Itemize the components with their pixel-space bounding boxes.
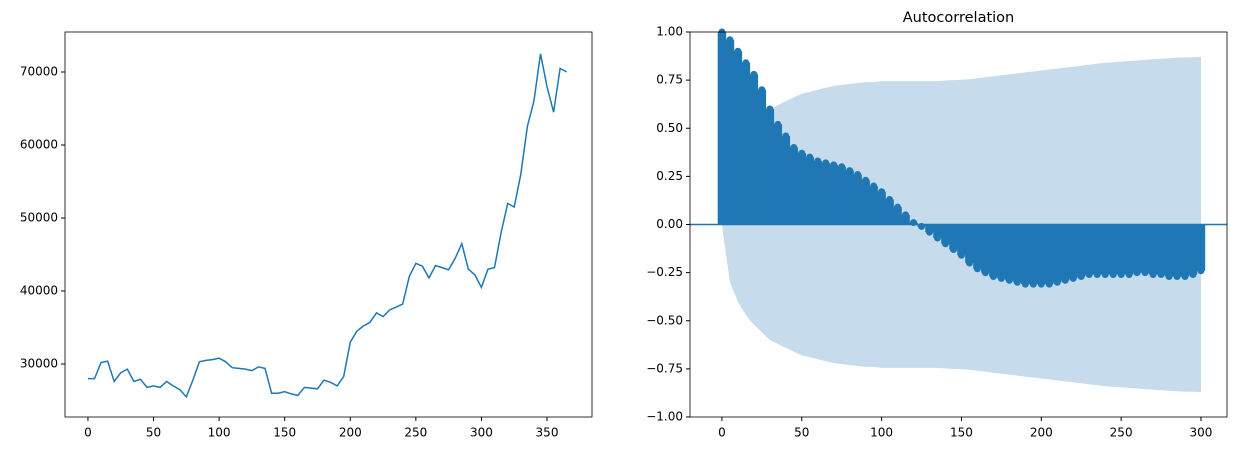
acf-marker [1165,272,1173,280]
acf-marker [726,36,734,44]
acf-marker [1029,280,1037,288]
acf-marker [798,149,806,157]
acf-marker [846,167,854,175]
acf-marker [902,211,910,219]
acf-marker [1061,276,1069,284]
y-tick-label: −1.00 [646,410,683,424]
acf-marker [814,157,822,165]
acf-marker [1125,271,1133,279]
axes-frame [64,31,593,418]
acf-marker [782,132,790,140]
acf-marker [949,246,957,254]
y-tick-label: 40000 [20,284,58,298]
y-tick-label: 60000 [20,138,58,152]
acf-marker [1045,280,1053,288]
acf-marker [1133,269,1141,277]
acf-marker [1117,271,1125,279]
acf-marker [886,195,894,203]
y-tick-label: 0.00 [656,217,683,231]
y-tick-label: 70000 [20,65,58,79]
x-tick-label: 200 [1030,426,1053,440]
acf-marker [830,161,838,169]
acf-marker [878,188,886,196]
acf-marker [806,153,814,161]
acf-marker [838,163,846,171]
acf-marker [870,182,878,190]
acf-marker [766,105,774,113]
axes: 0 50 100 150 200 250 300 −1.00 −0.75 −0.50 −0.25 0.… [646,10,1228,440]
y-tick-label: −0.50 [646,313,683,327]
x-tick-label: 50 [794,426,809,440]
acf-marker [894,203,902,211]
axes: 0 50 100 150 200 250 300 350 30000 40000 50000 6000… [20,31,593,440]
acf-marker [926,228,934,236]
acf-marker [1021,280,1029,288]
acf-marker [1093,271,1101,279]
acf-marker [1173,272,1181,280]
y-tick-label: −0.25 [646,265,683,279]
x-tick-label: 250 [404,426,427,440]
y-tick-label: 0.75 [656,73,683,87]
x-tick-label: 250 [1110,426,1133,440]
acf-marker [742,59,750,67]
y-tick-label: 30000 [20,357,58,371]
acf-marker [854,170,862,178]
acf-marker [934,234,942,242]
acf-marker [1109,271,1117,279]
x-tick-label: 150 [273,426,296,440]
y-tick-label: 1.00 [656,25,683,39]
acf-marker [1157,271,1165,279]
acf-marker [1189,271,1197,279]
acf-marker [1197,267,1205,275]
acf-marker [1141,269,1149,277]
acf-marker [973,265,981,273]
y-tick-label: −0.75 [646,361,683,375]
acf-marker [989,272,997,280]
acf-marker [1053,278,1061,286]
acf-marker [1181,272,1189,280]
acf-marker [790,144,798,151]
x-tick-label: 0 [718,426,726,440]
acf-marker [1101,271,1109,279]
acf-marker [774,120,782,128]
x-tick-label: 350 [536,426,559,440]
acf-marker [862,176,870,184]
chart-title: Autocorrelation [903,10,1014,26]
acf-marker [1149,271,1157,279]
acf-marker [822,159,830,167]
y-tick-label: 50000 [20,211,58,225]
acf-marker [750,70,758,78]
acf-marker [1085,271,1093,279]
acf-marker [981,269,989,277]
x-tick-label: 150 [950,426,973,440]
acf-marker [1037,280,1045,288]
price-line [88,53,568,399]
y-tick-label: 0.25 [656,169,683,183]
acf-marker [1077,272,1085,280]
y-tick-label: 0.50 [656,121,683,135]
acf-marker [957,251,965,259]
x-tick-label: 50 [146,426,161,440]
acf-marker [734,47,742,55]
x-tick-label: 100 [208,426,231,440]
x-tick-label: 200 [339,426,362,440]
acf-marker [997,274,1005,282]
x-tick-label: 100 [870,426,893,440]
acf-marker [965,259,973,267]
acf-marker [758,86,766,94]
x-tick-label: 300 [470,426,493,440]
acf-marker [1069,274,1077,282]
x-tick-label: 0 [84,426,92,440]
acf-marker [941,240,949,248]
x-tick-label: 300 [1190,426,1213,440]
acf-marker [1013,278,1021,286]
acf-marker [1005,276,1013,284]
